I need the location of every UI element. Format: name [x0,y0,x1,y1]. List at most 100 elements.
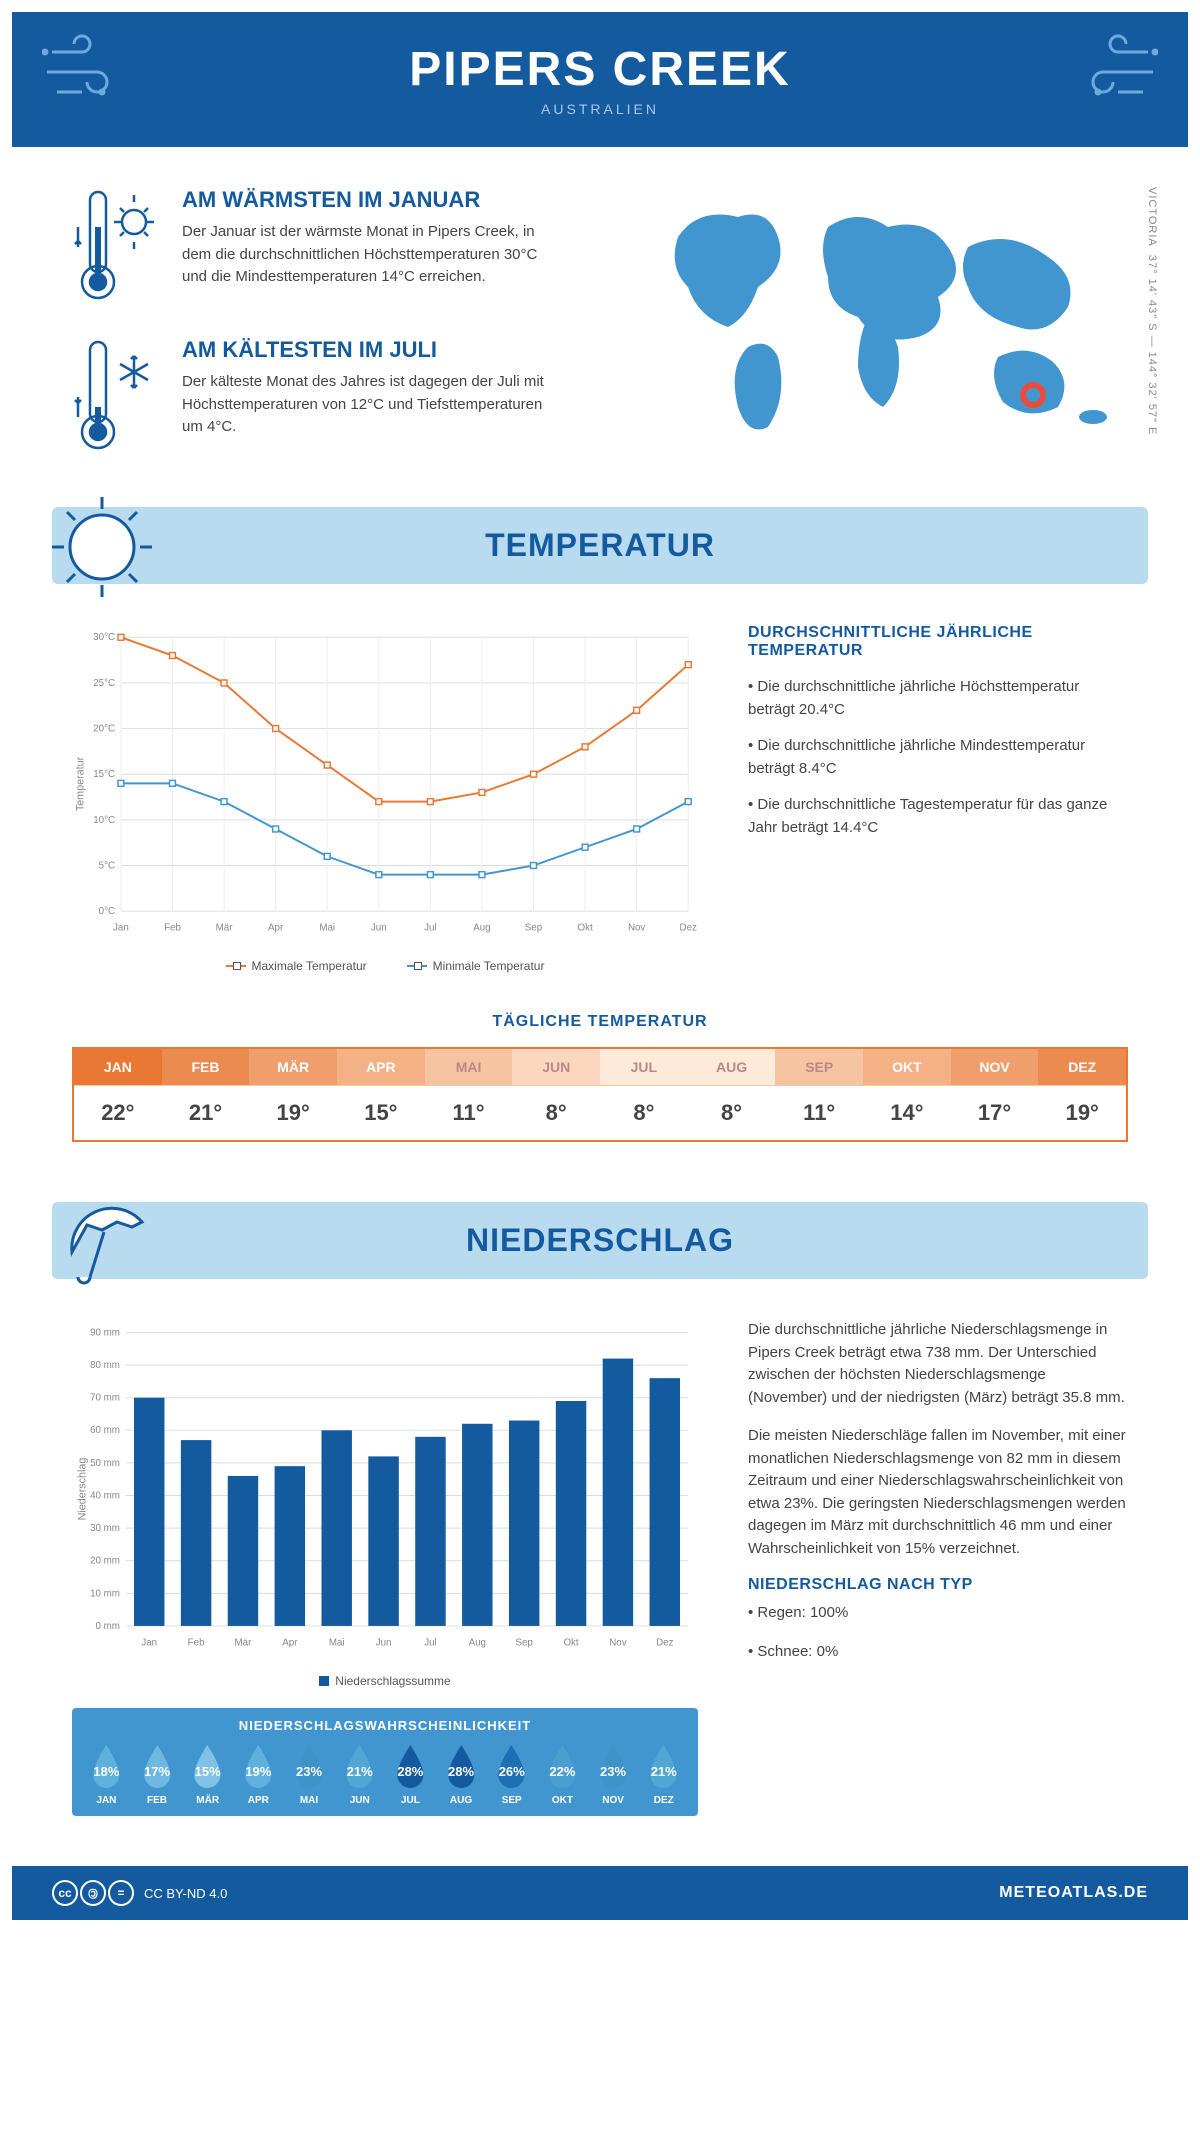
svg-text:5°C: 5°C [99,860,115,871]
svg-text:90 mm: 90 mm [90,1327,120,1338]
precip-drop: 21%JUN [335,1741,384,1806]
temp-bullet: • Die durchschnittliche jährliche Mindes… [748,735,1128,780]
precip-drop: 21%DEZ [639,1741,688,1806]
precip-heading: NIEDERSCHLAG [72,1222,1128,1259]
svg-text:Feb: Feb [164,923,181,934]
svg-text:Mär: Mär [235,1638,253,1649]
svg-text:Jul: Jul [424,1638,436,1649]
cc-icons: cc🄯= [52,1880,134,1906]
svg-text:Temperatur: Temperatur [75,756,87,811]
precip-prob-title: NIEDERSCHLAGSWAHRSCHEINLICHKEIT [78,1714,692,1737]
temp-col: JUL8° [600,1049,688,1140]
svg-text:Mär: Mär [216,923,234,934]
warmest-title: AM WÄRMSTEN IM JANUAR [182,187,562,213]
svg-text:Apr: Apr [282,1638,298,1649]
temp-col: SEP11° [775,1049,863,1140]
precip-legend: Niederschlagssumme [72,1674,698,1688]
temp-col: DEZ19° [1038,1049,1126,1140]
precip-drop: 22%OKT [538,1741,587,1806]
svg-text:10 mm: 10 mm [90,1588,120,1599]
temp-bullet: • Die durchschnittliche Tagestemperatur … [748,794,1128,839]
temp-col: FEB21° [162,1049,250,1140]
precip-type-bullet: • Schnee: 0% [748,1641,1128,1664]
svg-text:0°C: 0°C [99,906,115,917]
warmest-text: Der Januar ist der wärmste Monat in Pipe… [182,221,562,289]
umbrella-icon [42,1182,162,1302]
svg-text:Sep: Sep [525,923,543,934]
svg-text:30 mm: 30 mm [90,1523,120,1534]
svg-text:Mai: Mai [319,923,335,934]
svg-text:Jan: Jan [113,923,129,934]
precip-drop: 23%NOV [589,1741,638,1806]
svg-text:50 mm: 50 mm [90,1458,120,1469]
svg-text:Dez: Dez [656,1638,673,1649]
coldest-text: Der kälteste Monat des Jahres ist dagege… [182,371,562,439]
wind-icon-right [1058,32,1158,112]
svg-text:70 mm: 70 mm [90,1393,120,1404]
precip-drop: 26%SEP [487,1741,536,1806]
thermometer-hot-icon [72,187,162,307]
svg-text:0 mm: 0 mm [96,1621,120,1632]
thermometer-cold-icon [72,337,162,457]
precip-type-title: NIEDERSCHLAG NACH TYP [748,1576,1128,1594]
wind-icon-left [42,32,142,112]
temp-col: OKT14° [863,1049,951,1140]
warmest-block: AM WÄRMSTEN IM JANUAR Der Januar ist der… [72,187,588,307]
svg-text:Apr: Apr [268,923,284,934]
brand: METEOATLAS.DE [999,1884,1148,1902]
svg-text:Mai: Mai [329,1638,345,1649]
svg-text:Dez: Dez [680,923,697,934]
precip-drop: 19%APR [234,1741,283,1806]
sun-icon [42,487,162,607]
svg-text:Jun: Jun [376,1638,392,1649]
temp-col: JUN8° [512,1049,600,1140]
svg-text:10°C: 10°C [93,815,115,826]
svg-text:Sep: Sep [515,1638,533,1649]
svg-text:30°C: 30°C [93,632,115,643]
svg-text:Jun: Jun [371,923,387,934]
precip-type-bullet: • Regen: 100% [748,1602,1128,1625]
coldest-block: AM KÄLTESTEN IM JULI Der kälteste Monat … [72,337,588,457]
temp-section-header: TEMPERATUR [52,507,1148,584]
svg-text:25°C: 25°C [93,678,115,689]
temp-col: JAN22° [74,1049,162,1140]
svg-text:80 mm: 80 mm [90,1360,120,1371]
world-map-panel: VICTORIA 37° 14' 43" S — 144° 32' 57" E [628,187,1128,452]
precip-drop: 28%JUL [386,1741,435,1806]
temp-side-title: DURCHSCHNITTLICHE JÄHRLICHE TEMPERATUR [748,624,1128,660]
precip-section-header: NIEDERSCHLAG [52,1202,1148,1279]
page-subtitle: AUSTRALIEN [12,101,1188,117]
precip-probability-panel: NIEDERSCHLAGSWAHRSCHEINLICHKEIT 18%JAN17… [72,1708,698,1816]
temp-heading: TEMPERATUR [72,527,1128,564]
daily-temp-table: JAN22°FEB21°MÄR19°APR15°MAI11°JUN8°JUL8°… [72,1047,1128,1142]
svg-text:Niederschlag: Niederschlag [77,1458,89,1521]
coordinates: VICTORIA 37° 14' 43" S — 144° 32' 57" E [1146,187,1158,435]
temp-col: MAI11° [425,1049,513,1140]
daily-temp-title: TÄGLICHE TEMPERATUR [72,1013,1128,1031]
svg-text:Aug: Aug [473,923,490,934]
svg-text:Okt: Okt [577,923,592,934]
precip-text-2: Die meisten Niederschläge fallen im Nove… [748,1425,1128,1560]
svg-text:Nov: Nov [609,1638,626,1649]
svg-text:60 mm: 60 mm [90,1425,120,1436]
svg-text:Okt: Okt [563,1638,578,1649]
precip-drop: 28%AUG [437,1741,486,1806]
svg-text:Aug: Aug [469,1638,486,1649]
svg-text:20 mm: 20 mm [90,1556,120,1567]
svg-text:Feb: Feb [188,1638,205,1649]
temp-col: AUG8° [688,1049,776,1140]
precipitation-bar-chart: 0 mm10 mm20 mm30 mm40 mm50 mm60 mm70 mm8… [72,1319,698,1659]
license-text: CC BY-ND 4.0 [144,1886,227,1901]
svg-text:Jul: Jul [424,923,436,934]
temp-col: NOV17° [951,1049,1039,1140]
precip-text-1: Die durchschnittliche jährliche Niedersc… [748,1319,1128,1409]
temp-col: MÄR19° [249,1049,337,1140]
precip-drop: 23%MAI [285,1741,334,1806]
temp-col: APR15° [337,1049,425,1140]
coldest-title: AM KÄLTESTEN IM JULI [182,337,562,363]
svg-text:Nov: Nov [628,923,645,934]
header-bar: PIPERS CREEK AUSTRALIEN [12,12,1188,147]
svg-text:20°C: 20°C [93,724,115,735]
svg-text:Jan: Jan [141,1638,157,1649]
precip-drop: 18%JAN [82,1741,131,1806]
